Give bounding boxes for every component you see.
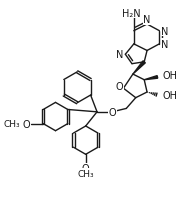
Text: O: O bbox=[23, 119, 30, 129]
Polygon shape bbox=[133, 61, 145, 75]
Text: OH: OH bbox=[162, 91, 177, 101]
Text: H₂N: H₂N bbox=[122, 9, 141, 19]
Text: O: O bbox=[82, 163, 89, 173]
Polygon shape bbox=[144, 76, 158, 80]
Text: O: O bbox=[108, 107, 116, 117]
Text: N: N bbox=[116, 50, 123, 60]
Text: O: O bbox=[115, 82, 123, 92]
Text: OH: OH bbox=[162, 71, 177, 81]
Text: CH₃: CH₃ bbox=[4, 120, 21, 129]
Text: N: N bbox=[143, 15, 151, 25]
Text: N: N bbox=[161, 40, 169, 50]
Text: N: N bbox=[161, 26, 169, 37]
Text: CH₃: CH₃ bbox=[77, 169, 94, 178]
